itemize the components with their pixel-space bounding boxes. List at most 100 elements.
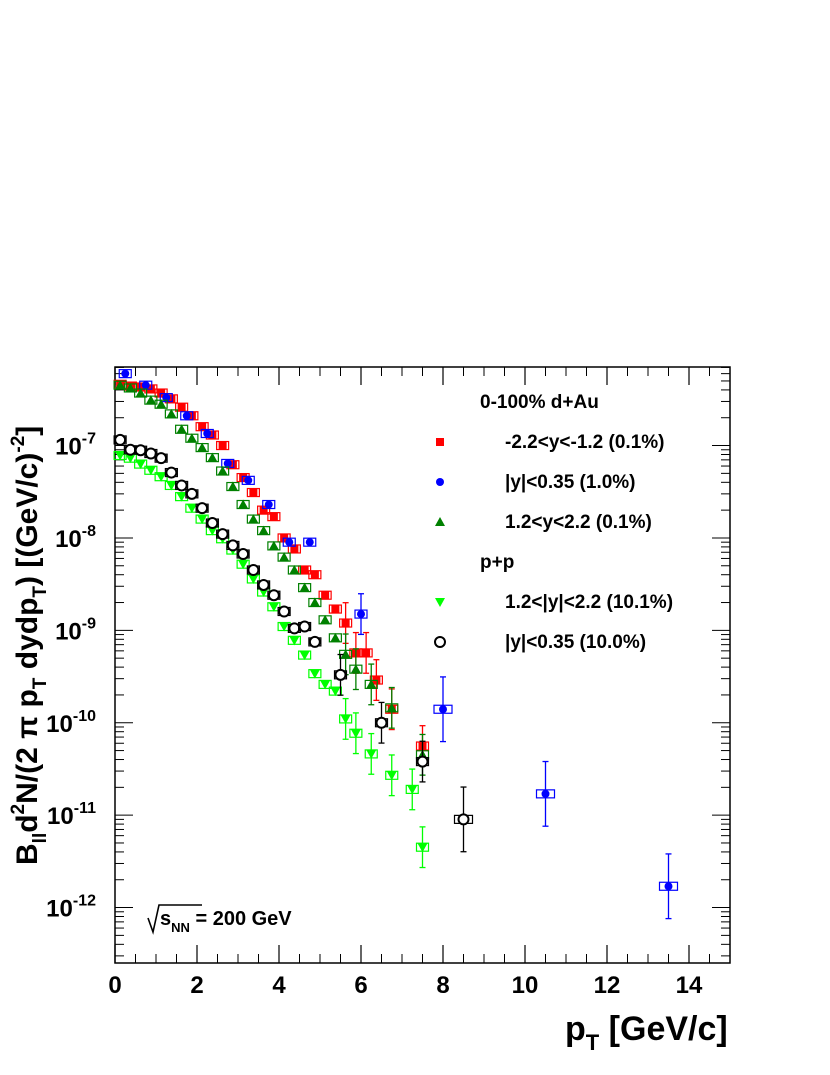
legend-label: -2.2<y<-1.2 (0.1%) (505, 432, 664, 453)
legend-entry: 1.2<|y|<2.2 (10.1%) (435, 592, 673, 613)
data-point (186, 504, 197, 514)
x-label-main: p (565, 1010, 586, 1048)
data-point (197, 442, 208, 452)
data-point (541, 789, 550, 798)
data-point (228, 460, 237, 469)
data-point (121, 369, 130, 378)
data-point (238, 560, 249, 570)
y-tick-label: 10-11 (47, 800, 96, 830)
y-label-part: T (30, 586, 51, 598)
series-3 (113, 450, 430, 869)
data-point (386, 702, 397, 712)
data-point (135, 460, 146, 470)
legend-marker (435, 598, 445, 607)
data-point (206, 517, 219, 530)
data-point (309, 597, 320, 607)
data-point (175, 479, 188, 492)
data-point (227, 481, 238, 491)
data-point (244, 476, 253, 485)
data-point (267, 589, 280, 602)
data-point (299, 582, 310, 592)
data-point (257, 578, 270, 591)
data-point (330, 632, 341, 642)
data-point (165, 466, 178, 479)
data-point (125, 454, 136, 464)
y-label-part: dydp (11, 598, 44, 678)
data-point (278, 605, 291, 618)
data-point (357, 610, 365, 619)
y-tick-base: 10 (55, 526, 82, 553)
data-point (167, 394, 176, 403)
legend-marker (436, 478, 444, 486)
x-tick-label: 10 (512, 972, 539, 999)
y-label-part: 2 (8, 804, 29, 815)
data-point (197, 515, 208, 525)
y-tick-exp: -7 (82, 431, 96, 448)
data-point (156, 472, 167, 482)
data-point (166, 408, 177, 418)
legend-entry: 1.2<y<2.2 (0.1%) (435, 512, 652, 533)
data-point (341, 619, 350, 628)
data-point (145, 466, 156, 476)
plot-frame (114, 366, 731, 964)
data-point (238, 499, 249, 509)
data-point (264, 500, 273, 509)
legend-entry: |y|<0.35 (1.0%) (436, 472, 636, 493)
data-point (320, 614, 331, 624)
data-point (350, 664, 361, 674)
data-point (226, 539, 239, 552)
y-tick-exp: -10 (73, 708, 96, 725)
data-point (182, 411, 191, 420)
legend-header: 0-100% d+Au (480, 392, 599, 413)
data-point (340, 714, 351, 724)
y-tick-exp: -12 (73, 893, 96, 910)
data-point (144, 447, 157, 460)
y-tick-base: 10 (46, 711, 73, 738)
legend-marker (436, 438, 444, 446)
data-point (207, 452, 218, 462)
x-label-sub: T (586, 1030, 600, 1055)
data-point (330, 687, 341, 697)
data-point (300, 565, 309, 574)
data-point (203, 429, 212, 438)
data-point (416, 755, 429, 768)
y-tick-base: 10 (47, 803, 74, 830)
legend-entry: |y|<0.35 (10.0%) (434, 632, 646, 653)
data-point (155, 452, 168, 465)
data-point (299, 651, 310, 661)
data-point (439, 705, 447, 714)
data-point (298, 620, 311, 633)
data-point (141, 381, 150, 390)
data-point (136, 383, 145, 392)
data-point (366, 679, 377, 689)
data-point (134, 444, 147, 457)
data-point (308, 635, 321, 648)
data-point (186, 433, 197, 443)
y-tick-base: 10 (46, 896, 73, 923)
data-point (259, 506, 268, 515)
data-point (115, 380, 126, 390)
legend-marker (435, 517, 445, 526)
series-4 (113, 433, 474, 853)
y-tick-label: 10-7 (55, 431, 96, 461)
data-point (125, 382, 136, 392)
data-point (309, 669, 320, 679)
y-label-part: T (30, 677, 51, 689)
data-point (114, 433, 127, 446)
legend-marker (434, 636, 446, 648)
data-point (208, 431, 217, 440)
energy-annotation: sNN = 200 GeV (147, 904, 292, 935)
data-point (124, 443, 137, 456)
y-tick-exp: -11 (74, 800, 96, 817)
y-label-part: N/(2 (11, 739, 44, 804)
data-point (187, 411, 196, 420)
y-label-part: -2 (8, 436, 29, 453)
data-point (288, 622, 301, 635)
svg-text:sNN = 200 GeV: sNN = 200 GeV (160, 908, 292, 935)
legend-label: 1.2<y<2.2 (0.1%) (505, 512, 652, 533)
y-label-part: d (11, 814, 44, 832)
y-label-part: ] (11, 426, 44, 436)
data-point (279, 622, 290, 632)
data-point (290, 544, 299, 553)
